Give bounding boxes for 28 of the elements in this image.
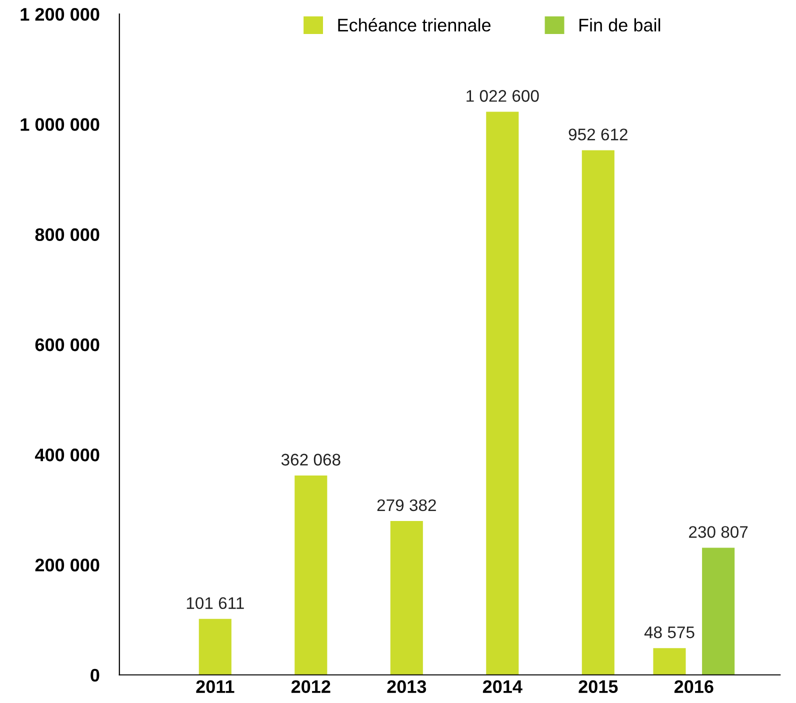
x-tick-label: 2012 (291, 680, 330, 694)
data-label: 48 575 (644, 626, 694, 638)
y-tick-label: 0 (90, 668, 100, 682)
bar (198, 618, 232, 675)
data-label: 101 611 (186, 597, 244, 610)
y-tick-label: 1 200 000 (20, 8, 100, 21)
x-tick-label: 2014 (482, 680, 522, 694)
data-label: 230 807 (689, 526, 748, 538)
data-label: 279 382 (377, 499, 436, 512)
y-tick-label: 600 000 (35, 338, 100, 352)
x-tick-label: 2016 (674, 680, 714, 694)
x-tick-label: 2011 (196, 680, 234, 694)
y-tick-label: 800 000 (35, 228, 100, 242)
bar (582, 150, 614, 675)
y-tick-label: 400 000 (34, 448, 100, 462)
y-tick-label: 1 000 000 (20, 118, 100, 131)
legend-label: Echéance triennale (338, 18, 491, 32)
x-tick-label: 2013 (387, 680, 426, 694)
bar (390, 521, 423, 675)
bar (294, 475, 328, 675)
data-label: 952 612 (568, 128, 628, 140)
x-tick-label: 2015 (578, 680, 618, 694)
data-label: 362 068 (281, 454, 340, 466)
bar (702, 548, 735, 675)
legend-label: Fin de bail (579, 18, 660, 32)
y-tick-label: 200 000 (35, 558, 100, 572)
data-label: 1 022 600 (466, 90, 539, 102)
bar (486, 112, 519, 675)
